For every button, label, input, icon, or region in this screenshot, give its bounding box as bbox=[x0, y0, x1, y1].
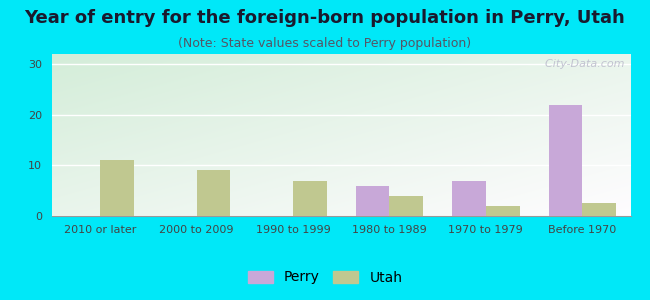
Legend: Perry, Utah: Perry, Utah bbox=[242, 265, 408, 290]
Bar bbox=[389, 196, 423, 216]
Bar bbox=[486, 206, 519, 216]
Text: Year of entry for the foreign-born population in Perry, Utah: Year of entry for the foreign-born popul… bbox=[25, 9, 625, 27]
Bar bbox=[356, 186, 389, 216]
Bar bbox=[452, 181, 486, 216]
Bar bbox=[100, 160, 134, 216]
Text: City-Data.com: City-Data.com bbox=[538, 59, 625, 69]
Bar bbox=[196, 170, 230, 216]
Bar bbox=[549, 105, 582, 216]
Bar bbox=[293, 181, 327, 216]
Text: (Note: State values scaled to Perry population): (Note: State values scaled to Perry popu… bbox=[179, 38, 471, 50]
Bar bbox=[582, 203, 616, 216]
